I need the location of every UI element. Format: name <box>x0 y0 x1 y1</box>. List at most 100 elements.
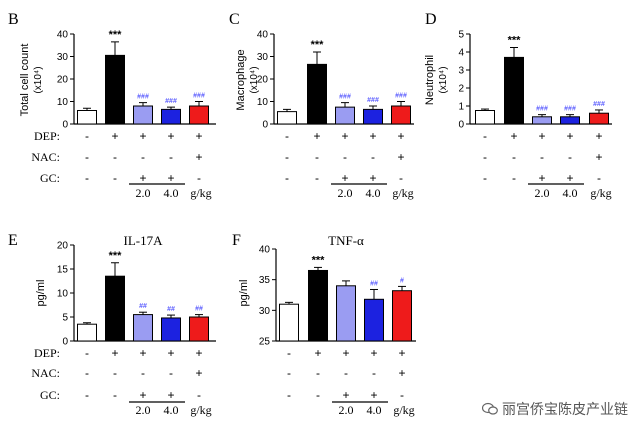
panel-e-row-mark-dep: - <box>85 346 89 360</box>
panel-f-bar-4 <box>392 290 412 342</box>
panel-c-row-mark-dep: + <box>369 129 376 143</box>
panel-b-row-mark-nac: - <box>141 150 145 164</box>
panel-e-bar-3 <box>161 317 181 342</box>
panel-c-sig-label: ### <box>339 94 351 101</box>
panel-c-row-mark-nac: + <box>397 150 404 164</box>
panel-c-row-mark-dep: - <box>285 129 289 143</box>
panel-c-bar-1 <box>307 63 327 125</box>
watermark: 丽宫侨宝陈皮产业链 <box>481 399 628 419</box>
panel-f-y-tick-label: 25 <box>259 337 271 348</box>
panel-f-row-mark-nac: - <box>287 366 291 380</box>
panel-c-row-mark-gc: - <box>399 171 403 185</box>
panel-b-row-label-dep: DEP: <box>34 129 60 143</box>
panel-d-sig-label: *** <box>508 35 522 47</box>
panel-b-dose-label: 4.0 <box>164 186 179 200</box>
panel-e-bar-1 <box>105 275 125 342</box>
watermark-text: 丽宫侨宝陈皮产业链 <box>502 402 628 418</box>
panel-b-bar-2 <box>133 105 153 125</box>
panel-e-sig-label: ## <box>195 306 203 313</box>
panel-b-row-label-gc: GC: <box>40 171 60 185</box>
panel-b-y-label: Total cell count <box>19 44 31 117</box>
panel-c-y-label: Macrophage <box>235 49 247 110</box>
panel-c-row-mark-nac: - <box>371 150 375 164</box>
panel-b-y-tick-label: 0 <box>62 120 68 131</box>
panel-d-row-mark-dep: + <box>566 129 573 143</box>
panel-d-y-tick-label: 5 <box>458 30 464 41</box>
panel-b-row-mark-gc: - <box>197 171 201 185</box>
panel-b-bar-0 <box>77 110 97 125</box>
panel-e-dose-label: 4.0 <box>164 403 179 417</box>
panel-d-y-tick-label: 1 <box>458 102 464 113</box>
panel-f-row-mark-nac: + <box>398 366 405 380</box>
panel-d-y-label: Neutrophil <box>424 55 436 105</box>
panel-d-row-mark-gc: - <box>483 171 487 185</box>
panel-c-bar-3 <box>363 108 383 125</box>
panel-d-row-mark-dep: + <box>510 129 517 143</box>
panel-f-row-mark-nac: - <box>316 366 320 380</box>
panel-f-row-mark-dep: + <box>342 346 349 360</box>
panel-f-dose-label: 4.0 <box>367 403 382 417</box>
panel-b-row-mark-dep: + <box>139 129 146 143</box>
panel-f-y-tick-label: 35 <box>259 275 271 286</box>
panel-c-sig-label: ### <box>395 93 407 100</box>
panel-e-row-mark-gc: + <box>167 388 174 402</box>
panel-e-letter: E <box>8 232 18 249</box>
panel-f-dose-unit: g/kg <box>393 403 414 417</box>
panel-d-row-mark-dep: - <box>483 129 487 143</box>
panel-f-y-tick-label: 40 <box>259 245 271 256</box>
panel-f-title: TNF-α <box>328 233 364 248</box>
panel-e-y-tick-label: 15 <box>57 265 69 276</box>
panel-e-row-mark-dep: + <box>111 346 118 360</box>
panel-c-bar-0 <box>277 111 297 125</box>
panel-b-y-tick-label: 20 <box>57 75 69 86</box>
panel-c-row-mark-gc: - <box>315 171 319 185</box>
panel-e-sig-label: ## <box>139 303 147 310</box>
panel-f-y-label: pg/ml <box>238 280 250 307</box>
panel-e-row-mark-dep: + <box>167 346 174 360</box>
panel-b-bar-3 <box>161 108 181 125</box>
panel-c-row-mark-dep: + <box>397 129 404 143</box>
panel-e-row-mark-dep: + <box>139 346 146 360</box>
panel-f-row-mark-gc: - <box>400 388 404 402</box>
panel-b-row-mark-gc: - <box>85 171 89 185</box>
panel-c-y-tick-label: 20 <box>257 75 269 86</box>
panel-c-dose-unit: g/kg <box>392 186 413 200</box>
panel-d-bar-4 <box>589 112 609 125</box>
panel-e-row-mark-dep: + <box>195 346 202 360</box>
panel-c-bar-4 <box>391 105 411 125</box>
panel-c-y-tick-label: 10 <box>257 97 269 108</box>
panel-e-row-mark-nac: - <box>169 366 173 380</box>
panel-f-row-mark-gc: + <box>370 388 377 402</box>
panel-c-y-tick-label: 30 <box>257 52 269 63</box>
panel-f-row-mark-nac: - <box>372 366 376 380</box>
panel-f-bar-0 <box>279 303 299 342</box>
panel-b-row-mark-nac: - <box>169 150 173 164</box>
panel-d-y-tick-label: 2 <box>458 84 464 95</box>
panel-e-row-label-nac: NAC: <box>31 366 60 380</box>
panel-b-dose-unit: g/kg <box>190 186 211 200</box>
panel-f-bar-3 <box>364 298 384 342</box>
panel-b-sig-label: *** <box>109 29 123 41</box>
panel-e-row-label-dep: DEP: <box>34 346 60 360</box>
panel-b-sig-label: ### <box>193 93 205 100</box>
panel-f-row-mark-nac: - <box>344 366 348 380</box>
panel-b-bar-4 <box>189 105 209 125</box>
panel-e-dose-unit: g/kg <box>190 403 211 417</box>
panel-c-dose-label: 4.0 <box>366 186 381 200</box>
panel-d-bar-0 <box>475 110 495 125</box>
panel-d-bar-1 <box>504 56 524 125</box>
panel-e-title: IL-17A <box>124 233 164 248</box>
panel-f-row-mark-gc: + <box>342 388 349 402</box>
panel-d-row-mark-gc: - <box>597 171 601 185</box>
panel-f-sig-label: *** <box>312 254 326 266</box>
panel-f-row-mark-gc: - <box>316 388 320 402</box>
panel-d-y-tick-label: 3 <box>458 66 464 77</box>
panel-d-row-mark-nac: - <box>540 150 544 164</box>
panel-c-bar-2 <box>335 106 355 125</box>
panel-b-row-mark-nac: + <box>195 150 202 164</box>
panel-c-y-tick-label: 0 <box>262 120 268 131</box>
panel-e-row-mark-gc: + <box>139 388 146 402</box>
panel-f-row-mark-dep: + <box>398 346 405 360</box>
panel-d-dose-label: 2.0 <box>535 186 550 200</box>
